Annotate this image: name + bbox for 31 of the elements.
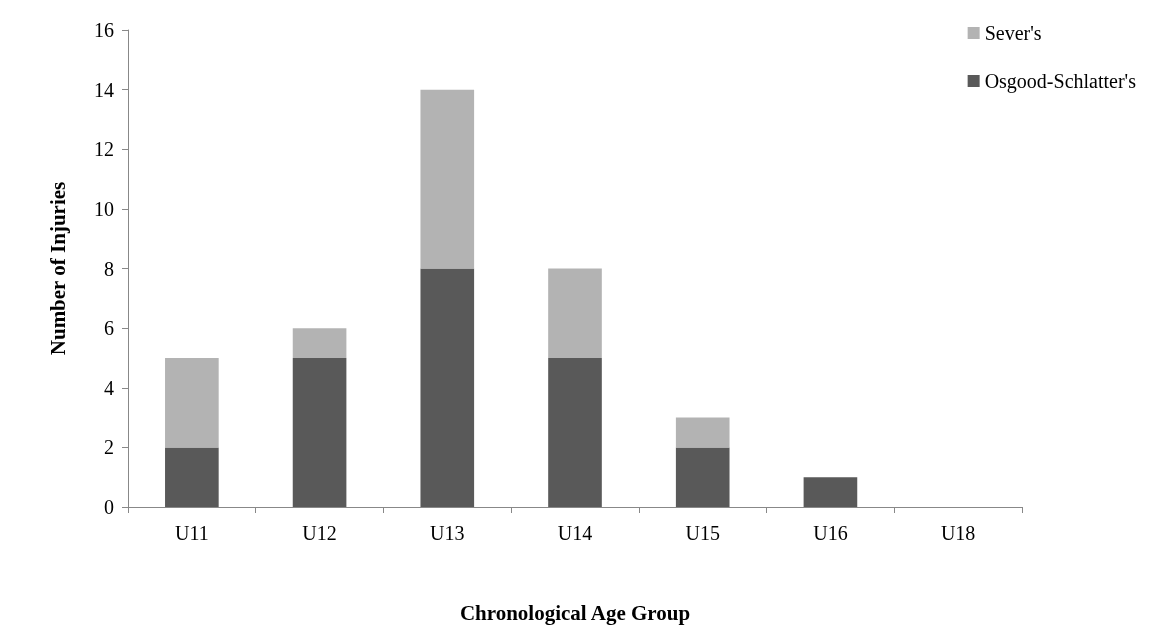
x-tick-label: U18 [940, 522, 976, 544]
x-tick-label: U14 [557, 522, 593, 544]
y-axis-title: Number of Injuries [45, 181, 70, 356]
bar [165, 447, 219, 507]
x-tick-label: U16 [813, 522, 848, 544]
y-tick-label: 16 [94, 19, 114, 41]
y-tick-label: 12 [94, 138, 114, 161]
x-tick-label: U12 [302, 522, 337, 544]
bar [420, 268, 475, 507]
bar [420, 89, 475, 269]
bar [548, 268, 602, 358]
x-tick-label: U13 [430, 522, 465, 544]
x-axis-title: Chronological Age Group [459, 600, 691, 625]
x-tick-label: U15 [685, 522, 720, 544]
bar [675, 417, 730, 448]
y-tick-label: 10 [94, 197, 114, 220]
y-tick-label: 6 [104, 317, 114, 340]
bar [292, 357, 347, 507]
x-tick-label: U11 [175, 522, 209, 544]
y-tick-label: 0 [104, 496, 114, 518]
bar [292, 328, 347, 358]
legend-label: Osgood-Schlatter's [984, 70, 1137, 93]
y-tick-label: 4 [104, 376, 114, 399]
legend-label: Sever's [984, 22, 1042, 44]
y-tick-label: 14 [94, 78, 114, 101]
y-tick-label: 2 [104, 436, 114, 459]
bar [803, 477, 858, 507]
y-tick-label: 8 [104, 257, 114, 280]
bar [165, 357, 219, 448]
bar [675, 447, 730, 507]
bar [548, 357, 602, 507]
